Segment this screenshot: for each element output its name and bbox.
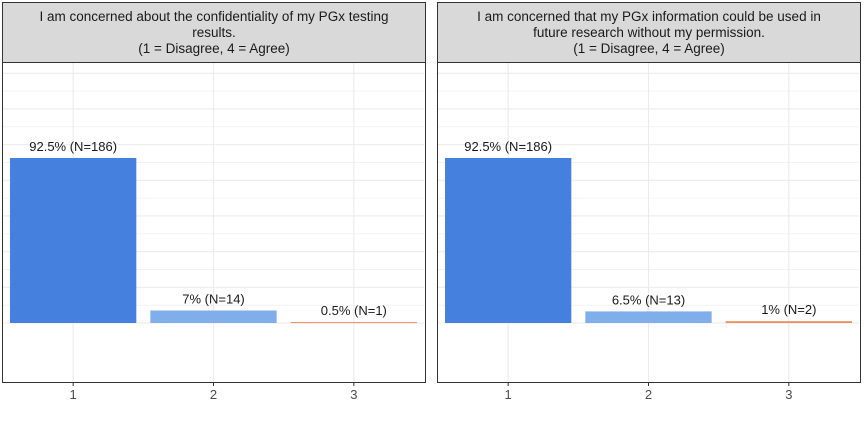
bar bbox=[585, 311, 712, 323]
x-tick-label: 1 bbox=[505, 387, 512, 402]
bar bbox=[150, 310, 277, 323]
x-tick-label: 1 bbox=[70, 387, 77, 402]
panel-title-strip: I am concerned that my PGx information c… bbox=[437, 2, 861, 63]
panel-title-line-1: I am concerned that my PGx information c… bbox=[477, 8, 821, 24]
x-tick-label: 2 bbox=[210, 387, 217, 402]
bar-data-label: 92.5% (N=186) bbox=[29, 139, 117, 154]
chart-panel-left: I am concerned about the confidentiality… bbox=[2, 2, 426, 402]
x-tick-label: 3 bbox=[350, 387, 357, 402]
panel-title-line-3: (1 = Disagree, 4 = Agree) bbox=[573, 40, 725, 56]
panel-title-line-1: I am concerned about the confidentiality… bbox=[39, 8, 389, 24]
panel-title-line-2: results. bbox=[192, 24, 236, 40]
bar bbox=[290, 322, 417, 324]
bar-data-label: 6.5% (N=13) bbox=[612, 292, 685, 307]
panel-title-line-2: future research without my permission. bbox=[533, 24, 765, 40]
chart-panel-right: I am concerned that my PGx information c… bbox=[437, 2, 861, 402]
bar bbox=[445, 158, 572, 323]
bar-chart: 92.5% (N=186) 1 7% (N=14) 2 0.5% (N=1) 3 bbox=[3, 63, 424, 402]
panel-title-line-3: (1 = Disagree, 4 = Agree) bbox=[138, 40, 290, 56]
bar-data-label: 1% (N=2) bbox=[761, 302, 816, 317]
bar-data-label: 0.5% (N=1) bbox=[321, 303, 387, 318]
x-tick-label: 2 bbox=[645, 387, 652, 402]
bar bbox=[725, 321, 852, 323]
x-tick-label: 3 bbox=[785, 387, 792, 402]
bar-data-label: 92.5% (N=186) bbox=[464, 139, 552, 154]
bar-chart: 92.5% (N=186) 1 6.5% (N=13) 2 1% (N=2) 3 bbox=[438, 63, 859, 402]
bar-data-label: 7% (N=14) bbox=[182, 292, 245, 307]
bar bbox=[10, 158, 137, 323]
panel-title-strip: I am concerned about the confidentiality… bbox=[2, 2, 426, 63]
